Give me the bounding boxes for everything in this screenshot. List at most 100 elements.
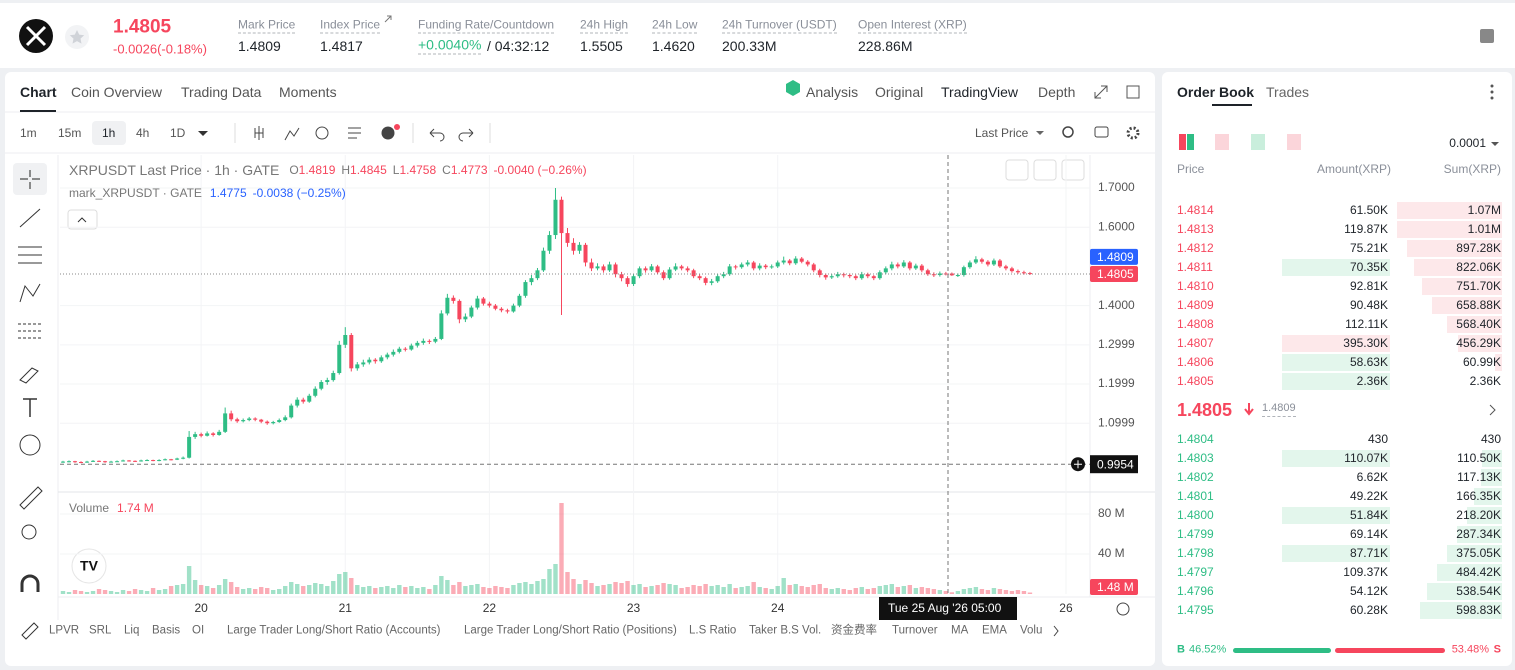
- replay-icon[interactable]: [315, 126, 329, 140]
- crosshair-tool[interactable]: [20, 170, 40, 189]
- collapse-button[interactable]: [67, 209, 98, 230]
- mark-legend: mark_XRPUSDT · GATE 1.4775 -0.0038 (−0.25%…: [69, 186, 346, 200]
- view-tab[interactable]: Analysis: [806, 84, 859, 100]
- fullscreen-icon[interactable]: [1094, 85, 1108, 99]
- scroll-button[interactable]: [1005, 159, 1029, 181]
- precision-dropdown[interactable]: [1491, 142, 1499, 146]
- indicator-tab[interactable]: Large Trader Long/Short Ratio (Accounts): [227, 624, 441, 637]
- book-price[interactable]: 1.4797: [1177, 565, 1214, 579]
- line-tool[interactable]: [19, 208, 41, 228]
- ruler-tool[interactable]: [19, 486, 43, 510]
- indicator-tab[interactable]: Large Trader Long/Short Ratio (Positions…: [464, 624, 677, 637]
- candle-body: [895, 264, 900, 267]
- text-tool[interactable]: [23, 398, 37, 417]
- book-price[interactable]: 1.4811: [1177, 260, 1213, 274]
- zoom-tool[interactable]: [21, 524, 37, 540]
- chart-tab[interactable]: Moments: [279, 84, 337, 100]
- search-icon[interactable]: [1062, 126, 1074, 138]
- indicator-tab[interactable]: Volu: [1020, 624, 1043, 637]
- book-price[interactable]: 1.4799: [1177, 527, 1214, 541]
- indicator-scroll[interactable]: [1053, 625, 1059, 637]
- book-price[interactable]: 1.4805: [1177, 374, 1214, 388]
- view-tab[interactable]: TradingView: [941, 84, 1019, 100]
- column-header: Amount(XRP): [1316, 162, 1391, 176]
- add-icon[interactable]: [381, 126, 395, 140]
- candle-body: [709, 281, 714, 283]
- book-price[interactable]: 1.4802: [1177, 470, 1214, 484]
- book-price[interactable]: 1.4807: [1177, 336, 1214, 350]
- window-icon[interactable]: [1126, 85, 1140, 99]
- indicator-tab[interactable]: LPVR: [49, 624, 80, 637]
- interval-button[interactable]: 4h: [136, 126, 150, 140]
- precision-select[interactable]: 0.0001: [1449, 136, 1486, 150]
- view-tab[interactable]: Depth: [1038, 84, 1076, 100]
- pen-tool[interactable]: [21, 622, 39, 640]
- trades-tab[interactable]: Trades: [1266, 84, 1310, 100]
- indicator-tab[interactable]: Turnover: [892, 624, 938, 637]
- indicator-tab[interactable]: OI: [192, 624, 205, 637]
- settings-icon[interactable]: [1126, 126, 1140, 140]
- indicator-tab[interactable]: Liq: [124, 624, 140, 637]
- indicator-tab[interactable]: MA: [951, 624, 969, 637]
- layout-bids[interactable]: [1251, 134, 1265, 150]
- price-type-dropdown[interactable]: [1036, 131, 1044, 135]
- book-price[interactable]: 1.4800: [1177, 508, 1214, 522]
- layout-both[interactable]: [1179, 134, 1186, 150]
- book-sum: 897.28K: [1456, 241, 1501, 255]
- book-price[interactable]: 1.4795: [1177, 603, 1214, 617]
- chevron[interactable]: [1489, 404, 1496, 416]
- chart-tab[interactable]: Coin Overview: [71, 84, 163, 100]
- interval-button[interactable]: 1h: [102, 126, 116, 140]
- book-price[interactable]: 1.4810: [1177, 279, 1214, 293]
- candle-body: [745, 262, 750, 265]
- pattern-tool[interactable]: [19, 283, 41, 303]
- layout-asks[interactable]: [1215, 134, 1229, 150]
- camera-icon[interactable]: [1094, 126, 1109, 138]
- candle-style-icon[interactable]: [254, 126, 264, 140]
- interval-button[interactable]: 15m: [58, 126, 82, 140]
- indicator-tab[interactable]: EMA: [982, 624, 1007, 637]
- undo-icon[interactable]: [429, 128, 445, 142]
- channel-tool[interactable]: [18, 246, 42, 264]
- layout-both[interactable]: [1187, 134, 1194, 150]
- book-price[interactable]: 1.4801: [1177, 489, 1214, 503]
- template-icon[interactable]: [348, 127, 361, 139]
- book-price[interactable]: 1.4809: [1177, 298, 1214, 312]
- indicator-tab[interactable]: 资金费率: [831, 624, 877, 637]
- interval-dropdown[interactable]: [198, 131, 208, 136]
- restore-button[interactable]: [1061, 159, 1085, 181]
- layout-compact[interactable]: [1287, 134, 1301, 150]
- price-type-select[interactable]: Last Price: [975, 126, 1029, 140]
- view-tab[interactable]: Original: [875, 84, 924, 100]
- book-price[interactable]: 1.4806: [1177, 355, 1214, 369]
- brush-tool[interactable]: [19, 367, 39, 384]
- book-price[interactable]: 1.4814: [1177, 203, 1214, 217]
- order-book-tab[interactable]: Order Book: [1177, 84, 1255, 100]
- axis-settings[interactable]: [1116, 602, 1130, 616]
- indicator-tab[interactable]: L.S Ratio: [689, 624, 737, 637]
- book-price[interactable]: 1.4798: [1177, 546, 1214, 560]
- book-price[interactable]: 1.4812: [1177, 241, 1214, 255]
- book-price[interactable]: 1.4813: [1177, 222, 1214, 236]
- chart-tab[interactable]: Trading Data: [181, 84, 262, 100]
- book-price[interactable]: 1.4796: [1177, 584, 1214, 598]
- chart-tab[interactable]: Chart: [20, 84, 57, 100]
- book-price[interactable]: 1.4808: [1177, 317, 1214, 331]
- indicator-tab[interactable]: Basis: [152, 624, 181, 637]
- indicator-tab[interactable]: Taker B.S Vol.: [749, 624, 822, 637]
- book-price[interactable]: 1.4804: [1177, 432, 1214, 446]
- book-price[interactable]: 1.4803: [1177, 451, 1214, 465]
- volume-bar: [931, 589, 937, 594]
- indicator-icon[interactable]: [284, 127, 300, 141]
- emoji-tool[interactable]: [19, 434, 41, 456]
- note-icon[interactable]: [1480, 29, 1494, 43]
- maximize-button[interactable]: [1033, 159, 1057, 181]
- redo-icon[interactable]: [458, 128, 474, 142]
- interval-button[interactable]: 1m: [20, 126, 37, 140]
- volume-bar: [787, 585, 792, 594]
- magnet-tool[interactable]: [20, 574, 40, 592]
- indicator-tab[interactable]: SRL: [89, 624, 112, 637]
- interval-button[interactable]: 1D: [170, 126, 186, 140]
- fib-tool[interactable]: [18, 323, 42, 339]
- candle-body: [193, 434, 198, 437]
